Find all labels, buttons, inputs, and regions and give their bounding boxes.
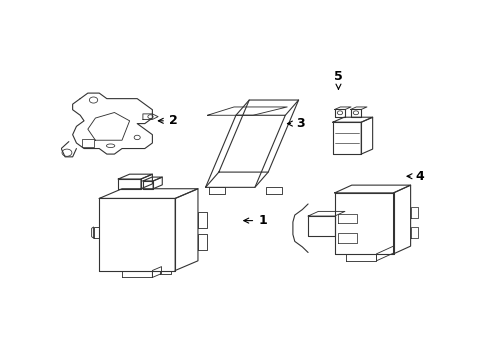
Text: 1: 1 bbox=[244, 214, 267, 227]
Text: 2: 2 bbox=[158, 114, 178, 127]
Text: 3: 3 bbox=[288, 117, 305, 130]
Text: 4: 4 bbox=[407, 170, 424, 183]
Text: 5: 5 bbox=[334, 70, 343, 89]
